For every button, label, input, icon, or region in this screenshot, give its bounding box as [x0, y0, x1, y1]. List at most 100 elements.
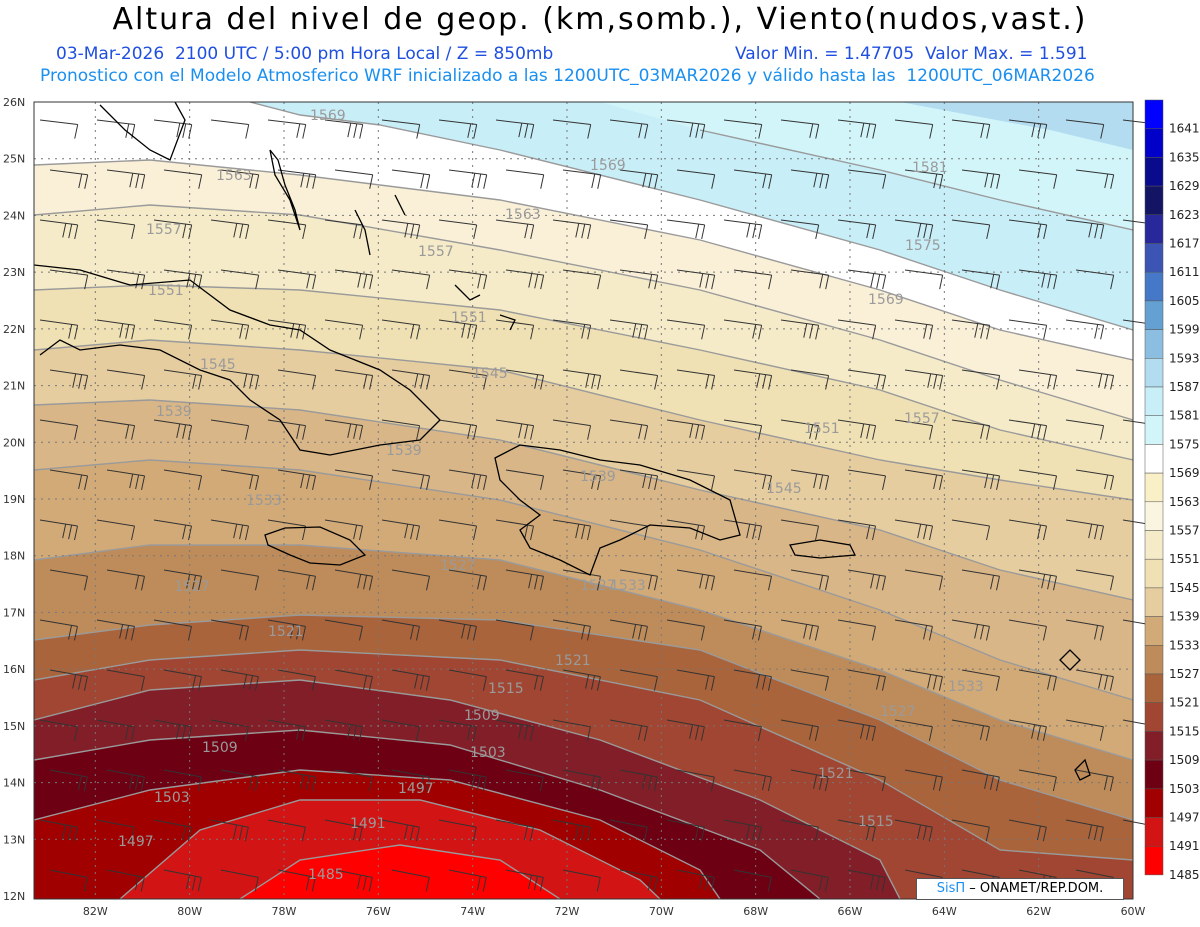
contour-label: 1521 — [555, 653, 591, 669]
coastlines — [33, 101, 1091, 781]
wind-barb — [894, 219, 934, 240]
wind-barb — [847, 469, 887, 490]
colorbar-label: 1605 — [1169, 294, 1200, 308]
colorbar-label: 1581 — [1169, 409, 1200, 423]
wind-barb — [609, 719, 648, 741]
colorbar-label: 1575 — [1169, 437, 1200, 451]
wind-barb — [1018, 669, 1057, 691]
colorbar-label: 1551 — [1169, 552, 1200, 566]
wind-barb — [39, 419, 79, 440]
wind-barb — [277, 269, 317, 290]
wind-barb — [505, 469, 545, 490]
wind-barb — [39, 119, 79, 139]
wind-barb — [495, 819, 534, 842]
wind-barb — [562, 469, 602, 490]
contour-label: 1545 — [472, 366, 508, 382]
lon-axis-labels: 82W 80W 78W 76W 74W 72W 70W 68W 66W 64W 62W 60W — [83, 905, 1146, 918]
wind-barb — [552, 519, 592, 541]
colorbar-swatch — [1144, 157, 1164, 187]
wind-barb — [894, 619, 933, 641]
wind-barb — [961, 569, 1000, 591]
wind-barb — [1075, 169, 1115, 189]
contour-label: 1503 — [470, 745, 506, 761]
wind-barb — [96, 219, 136, 240]
contour-label: 1551 — [148, 283, 184, 299]
colorbar-label: 1509 — [1169, 753, 1200, 767]
wind-barb — [609, 319, 649, 340]
wind-barb — [277, 169, 317, 189]
wind-barb — [951, 419, 991, 440]
wind-barb — [552, 319, 592, 340]
wind-barb — [220, 569, 259, 591]
wind-barb — [106, 669, 145, 691]
wind-barb — [666, 119, 706, 139]
contour-label: 1485 — [308, 867, 344, 883]
wind-barb — [448, 569, 487, 591]
colorbar-swatch — [1144, 788, 1164, 818]
wind-barb — [1008, 319, 1048, 340]
lat-label: 26N — [3, 96, 25, 109]
wind-barb — [609, 419, 649, 440]
wind-barb — [267, 419, 307, 440]
colorbar-label: 1521 — [1169, 696, 1200, 710]
wind-barb — [391, 769, 430, 792]
wind-barb — [153, 219, 193, 240]
wind-barb — [448, 869, 487, 892]
wind-barb — [723, 319, 763, 340]
wind-barb — [790, 869, 829, 892]
wind-barb — [438, 319, 478, 340]
lat-label: 17N — [3, 606, 25, 619]
wind-barb — [391, 269, 431, 290]
wind-barb — [847, 569, 886, 591]
wind-barb — [324, 119, 364, 139]
contour-label: 1527 — [880, 704, 916, 720]
wind-barb — [562, 169, 602, 189]
lon-label: 76W — [366, 905, 391, 918]
contour-label: 1569 — [590, 158, 626, 174]
wind-barb — [676, 469, 716, 490]
wind-barb — [961, 169, 1001, 189]
wind-barb — [1018, 269, 1058, 290]
wind-barb — [163, 469, 203, 490]
colorbar-label: 1611 — [1169, 265, 1200, 279]
wind-barb — [619, 169, 659, 189]
wind-barb — [1075, 369, 1115, 390]
wind-barb — [334, 169, 374, 189]
wind-barb — [951, 819, 990, 842]
wind-barb — [1075, 569, 1114, 591]
wind-barb — [723, 219, 763, 240]
wind-barb — [1065, 819, 1104, 842]
colorbar-swatch — [1144, 530, 1164, 560]
wind-barb — [1065, 319, 1105, 340]
wind-barb — [505, 269, 545, 290]
wind-barb — [676, 669, 715, 691]
wind-barb — [562, 869, 601, 892]
wind-barb — [1008, 619, 1047, 641]
wind-barb — [951, 519, 991, 541]
wind-barb — [391, 869, 430, 892]
contour-label: 1557 — [146, 222, 182, 238]
wind-barb — [334, 869, 373, 892]
wind-barb — [619, 669, 658, 691]
wind-barb — [790, 769, 829, 792]
wind-barb — [391, 569, 430, 591]
wind-barb — [163, 869, 202, 892]
wind-barb — [676, 369, 716, 390]
credit-text: – ONAMET/REP.DOM. — [965, 881, 1104, 896]
contour-label: 1503 — [154, 790, 190, 806]
wind-barb — [210, 819, 249, 842]
wind-barb — [1008, 719, 1047, 741]
colorbar-swatch — [1144, 731, 1164, 761]
wind-barb — [210, 219, 250, 240]
wind-barb — [619, 869, 658, 892]
wind-barb — [438, 719, 477, 741]
wind-barb — [837, 719, 876, 741]
contour-label: 1491 — [350, 816, 386, 832]
wind-barb — [106, 469, 146, 490]
wind-barb — [381, 719, 420, 741]
colorbar-label: 1641 — [1169, 122, 1200, 136]
wind-barb — [1018, 369, 1058, 390]
wind-barb — [837, 119, 877, 139]
wind-barb — [324, 319, 364, 340]
